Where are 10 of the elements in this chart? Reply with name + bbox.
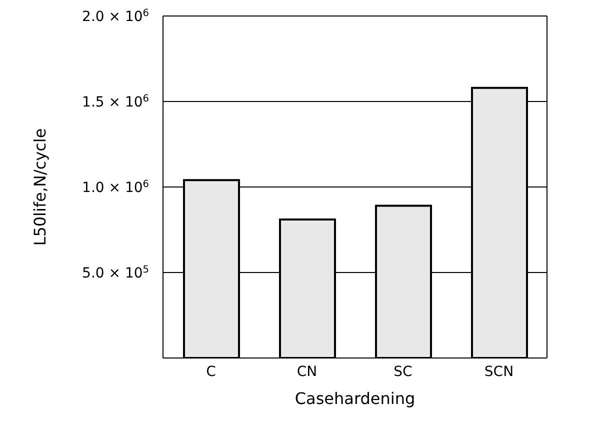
y-tick-label: 1.5 × 10$^{6}$ bbox=[82, 93, 149, 110]
x-tick-label: SC bbox=[394, 364, 413, 380]
y-tick-label: 1.0 × 10$^{6}$ bbox=[82, 178, 149, 196]
y-axis-title: L50life,N/cycle bbox=[30, 128, 50, 246]
x-tick-label: C bbox=[206, 364, 216, 380]
y-tick-label: 5.0 × 10$^{5}$ bbox=[82, 264, 149, 282]
x-tick-label: CN bbox=[296, 364, 318, 380]
x-axis-title: Casehardening bbox=[294, 389, 416, 408]
x-tick-label: SCN bbox=[484, 364, 514, 380]
y-tick-label: 2.0 × 10$^{6}$ bbox=[82, 8, 149, 25]
